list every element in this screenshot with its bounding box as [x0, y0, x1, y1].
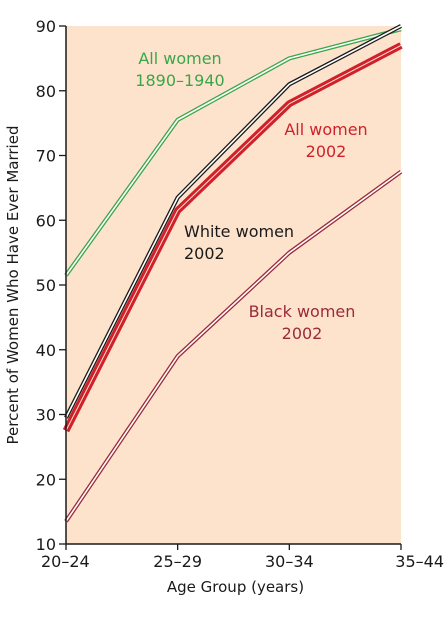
x-tick-label: 25–29 — [153, 552, 202, 571]
y-tick-label: 90 — [36, 17, 56, 36]
y-axis-title: Percent of Women Who Have Ever Married — [4, 126, 22, 445]
y-tick-label: 60 — [36, 211, 56, 230]
y-tick-label: 40 — [36, 341, 56, 360]
series-line-0 — [64, 27, 402, 277]
x-axis-title: Age Group (years) — [167, 578, 304, 596]
x-tick-label: 20–24 — [41, 552, 90, 571]
series-label: All women — [284, 120, 367, 139]
series-label: 2002 — [306, 142, 347, 161]
series-label: 2002 — [282, 324, 323, 343]
y-tick-label: 80 — [36, 82, 56, 101]
series-label: 2002 — [184, 244, 225, 263]
y-tick-label: 70 — [36, 147, 56, 166]
series-line-inner — [65, 28, 402, 276]
series-line-inner — [65, 44, 402, 431]
x-tick-label: 30–34 — [265, 552, 314, 571]
series-line-2 — [62, 42, 403, 433]
series-line-inner — [65, 171, 402, 522]
y-tick-label: 50 — [36, 276, 56, 295]
y-tick-label: 10 — [36, 535, 56, 554]
series-line-1 — [64, 24, 402, 419]
series-labels: All women 1890–1940 White women 2002 All wom… — [135, 49, 367, 343]
series-label: 1890–1940 — [135, 71, 224, 90]
series-label: Black women — [249, 302, 356, 321]
y-tick-label: 30 — [36, 406, 56, 425]
series-label: All women — [138, 49, 221, 68]
x-tick-label: 35–44 — [395, 552, 444, 571]
plot-background — [66, 26, 401, 544]
series-line-3 — [64, 169, 403, 523]
series-label: White women — [184, 222, 294, 241]
y-tick-label: 20 — [36, 470, 56, 489]
axes: 10 20 30 40 50 60 70 80 90 20–24 25–29 30–34 35–44 — [36, 17, 444, 571]
series-line-inner — [65, 25, 402, 419]
series-lines — [62, 24, 403, 523]
